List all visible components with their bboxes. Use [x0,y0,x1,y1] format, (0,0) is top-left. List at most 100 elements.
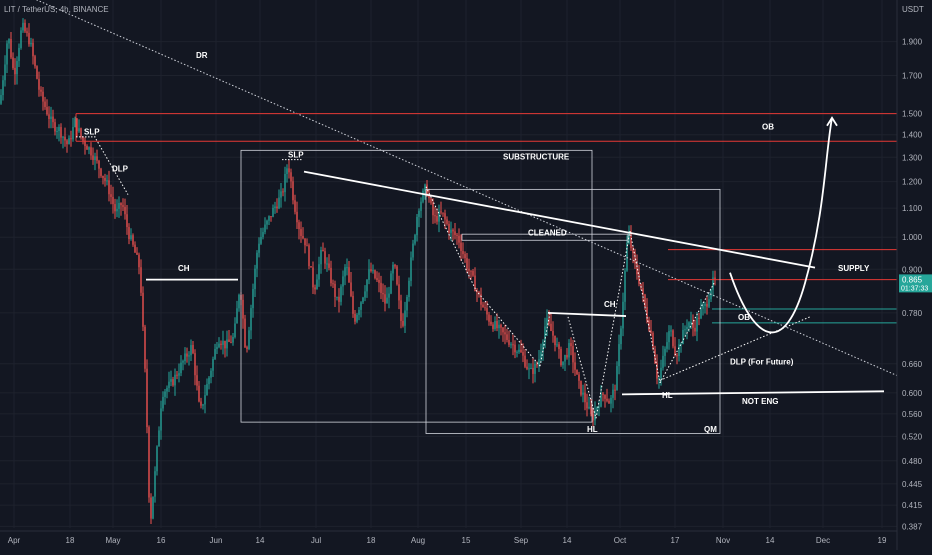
candle-body [474,275,476,292]
candle-body [542,342,544,352]
candle-body [64,136,66,141]
candle-body [208,377,210,385]
candle-body [40,89,42,92]
y-tick-label: 1.200 [902,178,923,187]
label-hl-left: HL [587,425,598,434]
candle-body [698,317,700,319]
candle-body [154,471,156,497]
candle-body [366,279,368,292]
candle-body [544,326,546,343]
candle-body [674,346,676,356]
candle-body [550,323,552,332]
candle-body [244,318,246,348]
candle-body [522,352,524,356]
candle-body [186,353,188,357]
candle-body [50,116,52,119]
candle-body [702,305,704,309]
candle-body [592,414,594,421]
candle-body [608,400,610,404]
candle-body [12,57,14,68]
candle-body [248,330,250,350]
candle-body [546,318,548,327]
candle-body [254,268,256,290]
candle-body [678,344,680,356]
candle-body [624,270,626,302]
candle-body [98,160,100,169]
candle-body [60,127,62,138]
candle-body [290,172,292,182]
candle-body [688,322,690,327]
candle-body [584,392,586,403]
structure-zig [659,282,715,384]
candle-body [206,384,208,396]
candle-body [650,330,652,333]
candle-body [180,362,182,374]
candle-body [370,269,372,272]
candle-body [318,264,320,280]
x-tick-label: 18 [367,536,376,545]
candle-body [128,227,130,240]
candle-body [496,321,498,329]
candle-body [302,235,304,239]
candle-body [142,292,144,327]
candle-body [108,180,110,195]
candle-body [90,147,92,156]
candle-body [356,314,358,322]
candle-body [560,348,562,366]
candle-body [56,131,58,133]
candle-body [176,374,178,376]
label-ch-mid: CH [604,300,616,309]
candle-body [392,264,394,274]
candle-body [326,263,328,265]
x-tick-label: 17 [671,536,680,545]
candle-body [278,197,280,209]
candle-body [476,291,478,293]
candle-body [428,195,430,199]
x-tick-label: 18 [66,536,75,545]
candle-body [2,80,4,96]
candle-body [276,206,278,209]
candle-body [262,232,264,237]
candle-body [636,263,638,275]
candle-body [52,116,54,123]
candle-body [48,114,50,119]
candle-body [486,308,488,315]
candle-body [464,254,466,259]
candle-body [638,274,640,284]
candle-body [498,324,500,329]
y-tick-label: 1.900 [902,38,923,47]
candle-body [574,362,576,370]
candle-body [314,287,316,290]
candle-body [394,264,396,267]
candle-body [484,307,486,309]
candle-body [4,64,6,81]
candle-body [328,263,330,268]
candle-body [14,67,16,75]
label-ch-left: CH [178,264,190,273]
projection-curve [729,117,833,334]
candle-body [158,430,160,447]
candle-body [300,229,302,236]
candle-body [348,267,350,283]
candle-body [204,395,206,405]
candle-body [342,276,344,287]
candle-body [480,294,482,305]
candle-body [532,367,534,374]
candle-body [708,299,710,307]
candle-body [604,394,606,399]
candle-body [558,344,560,349]
candle-body [330,267,332,284]
candle-body [202,404,204,406]
candle-body [436,215,438,222]
candle-body [504,332,506,335]
label-dlp-future: DLP (For Future) [730,358,794,367]
y-tick-label: 0.900 [902,265,923,274]
drawings: SLP DLP CH SLP SUBSTRUCTURE CLEANED CH DR OB OB SU… [35,0,898,434]
candle-body [306,245,308,247]
candle-body [620,328,622,345]
candle-body [266,220,268,225]
candle-body [668,331,670,343]
candle-body [524,355,526,367]
candle-body [194,353,196,376]
